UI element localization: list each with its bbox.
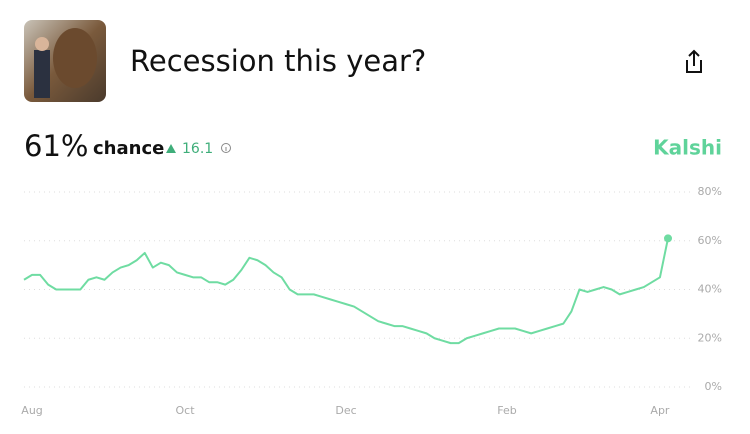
share-button[interactable] — [686, 49, 702, 73]
y-tick-label: 40% — [698, 283, 722, 296]
y-tick-label: 80% — [698, 185, 722, 198]
up-arrow — [166, 144, 176, 153]
x-tick-label: Aug — [21, 404, 42, 417]
line — [23, 238, 669, 345]
brand: Kalshi — [653, 136, 722, 160]
x-tick-label: Feb — [497, 404, 516, 417]
y-tick-label: 60% — [698, 234, 722, 247]
chance-text: chance — [93, 138, 164, 159]
x-tick-label: Apr — [650, 404, 670, 417]
change: 16.1 — [182, 141, 213, 157]
x-tick-label: Dec — [335, 404, 356, 417]
avatar — [24, 20, 106, 102]
x-tick-label: Oct — [175, 404, 195, 417]
probability: 61% — [24, 129, 88, 163]
y-tick-label: 20% — [698, 331, 722, 344]
market-title: Recession this year? — [130, 44, 426, 78]
info-icon[interactable] — [221, 143, 231, 153]
y-tick-label: 0% — [705, 380, 722, 393]
end-dot — [664, 234, 672, 243]
